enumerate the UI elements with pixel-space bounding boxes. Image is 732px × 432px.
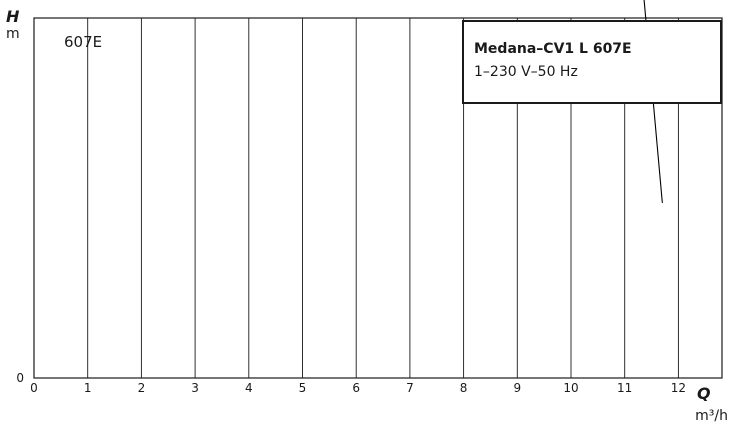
x-tick-labels: 0 1 2 3 4 5 6 7 8 9 10 11 12 bbox=[30, 381, 686, 395]
x-tick-label: 7 bbox=[406, 381, 414, 395]
info-box-frame bbox=[462, 20, 722, 104]
x-tick-label: 5 bbox=[299, 381, 307, 395]
x-tick-label: 8 bbox=[460, 381, 468, 395]
x-tick-label: 11 bbox=[617, 381, 632, 395]
x-axis-unit: m³/h bbox=[695, 408, 728, 424]
y-tick-labels: 01020304050607080 bbox=[16, 371, 24, 385]
x-tick-label: 9 bbox=[513, 381, 521, 395]
y-axis-symbol: H bbox=[6, 7, 20, 26]
y-axis-unit: m bbox=[6, 26, 20, 42]
x-tick-label: 4 bbox=[245, 381, 253, 395]
plot-frame bbox=[33, 17, 723, 379]
x-tick-label: 1 bbox=[84, 381, 92, 395]
x-tick-label: 2 bbox=[138, 381, 146, 395]
x-tick-label: 6 bbox=[352, 381, 360, 395]
x-tick-label: 10 bbox=[563, 381, 578, 395]
curve-label: 607E bbox=[64, 33, 102, 51]
x-tick-label: 0 bbox=[30, 381, 38, 395]
info-box-subtitle: 1–230 V–50 Hz bbox=[474, 64, 578, 80]
x-axis-symbol: Q bbox=[697, 384, 711, 403]
x-tick-label: 3 bbox=[191, 381, 199, 395]
info-box: Medana–CV1 L 607E 1–230 V–50 Hz bbox=[462, 20, 722, 104]
x-tick-label: 12 bbox=[671, 381, 686, 395]
y-tick-label: 0 bbox=[16, 371, 24, 385]
info-box-title: Medana–CV1 L 607E bbox=[474, 41, 632, 57]
